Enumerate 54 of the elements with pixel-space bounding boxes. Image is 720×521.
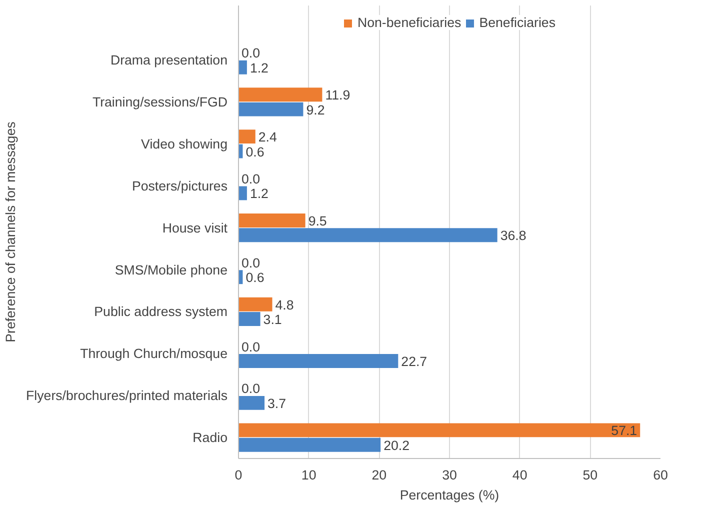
y-axis-title: Preference of channels for messages — [3, 121, 18, 342]
data-label: 22.7 — [401, 354, 428, 369]
data-label: 20.2 — [384, 438, 410, 453]
bar — [238, 213, 306, 228]
x-tick-label: 0 — [234, 468, 242, 482]
y-tick-label: Posters/pictures — [132, 178, 228, 194]
data-label: 0.6 — [246, 270, 264, 286]
bar — [238, 102, 304, 116]
data-label: 0.0 — [242, 172, 260, 187]
x-tick-label: 30 — [442, 468, 457, 482]
data-label: 0.0 — [242, 255, 260, 270]
x-tick-label: 10 — [301, 468, 316, 482]
data-label: 1.2 — [250, 186, 268, 202]
bar — [238, 312, 260, 326]
y-tick-label: Flyers/brochures/printed materials — [26, 388, 228, 404]
bar — [238, 228, 498, 242]
y-tick-label: Through Church/mosque — [80, 346, 228, 362]
data-label: 0.0 — [242, 46, 260, 61]
y-tick-label: Video showing — [141, 136, 228, 152]
bar — [238, 60, 247, 74]
data-label: 9.5 — [308, 213, 327, 228]
data-label: 0.0 — [242, 381, 260, 396]
bar — [238, 186, 247, 200]
bar — [238, 438, 381, 452]
x-tick-label: 50 — [582, 468, 598, 482]
bar — [238, 130, 256, 144]
data-label: 0.6 — [246, 144, 264, 160]
data-label: 4.8 — [275, 297, 294, 312]
x-tick-label: 60 — [653, 468, 668, 482]
y-tick-label: Public address system — [94, 304, 228, 320]
bar — [238, 297, 272, 312]
data-label: 9.2 — [306, 102, 325, 118]
bar — [238, 396, 265, 410]
legend-label: Non-beneficiaries — [357, 15, 462, 30]
data-label: 0.0 — [242, 339, 260, 354]
bar — [238, 88, 322, 102]
data-label: 2.4 — [258, 130, 278, 145]
y-tick-label: Training/sessions/FGD — [92, 94, 228, 110]
data-label: 3.1 — [263, 312, 282, 328]
y-tick-label: Drama presentation — [110, 52, 228, 68]
y-tick-label: House visit — [162, 220, 228, 236]
data-label: 11.9 — [325, 88, 350, 103]
y-tick-label: SMS/Mobile phone — [114, 262, 228, 278]
data-label: 3.7 — [268, 396, 286, 411]
x-tick-label: 20 — [372, 468, 387, 482]
bar — [238, 354, 398, 368]
data-label: 36.8 — [500, 228, 526, 244]
legend-label: Beneficiaries — [479, 15, 556, 30]
x-tick-label: 40 — [512, 468, 528, 482]
data-label: 57.1 — [611, 423, 638, 438]
x-axis-title: Percentages (%) — [400, 488, 500, 502]
y-tick-label: Radio — [192, 430, 228, 446]
data-label: 1.2 — [250, 60, 268, 76]
bar — [238, 423, 640, 438]
